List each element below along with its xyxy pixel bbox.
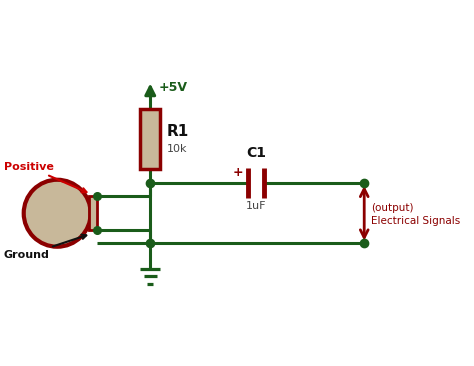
Text: Ground: Ground (4, 235, 86, 260)
Text: Positive: Positive (4, 162, 86, 193)
Text: (output): (output) (371, 203, 414, 213)
Text: R1: R1 (166, 124, 189, 139)
Text: +5V: +5V (159, 81, 188, 94)
Text: +: + (232, 166, 243, 179)
Text: Electrical Signals: Electrical Signals (371, 216, 460, 226)
Circle shape (24, 180, 91, 247)
Text: 10k: 10k (166, 144, 187, 154)
Text: 1uF: 1uF (246, 201, 266, 210)
Text: C1: C1 (246, 146, 266, 160)
Bar (89, 197, 97, 230)
Bar (140, 109, 161, 169)
